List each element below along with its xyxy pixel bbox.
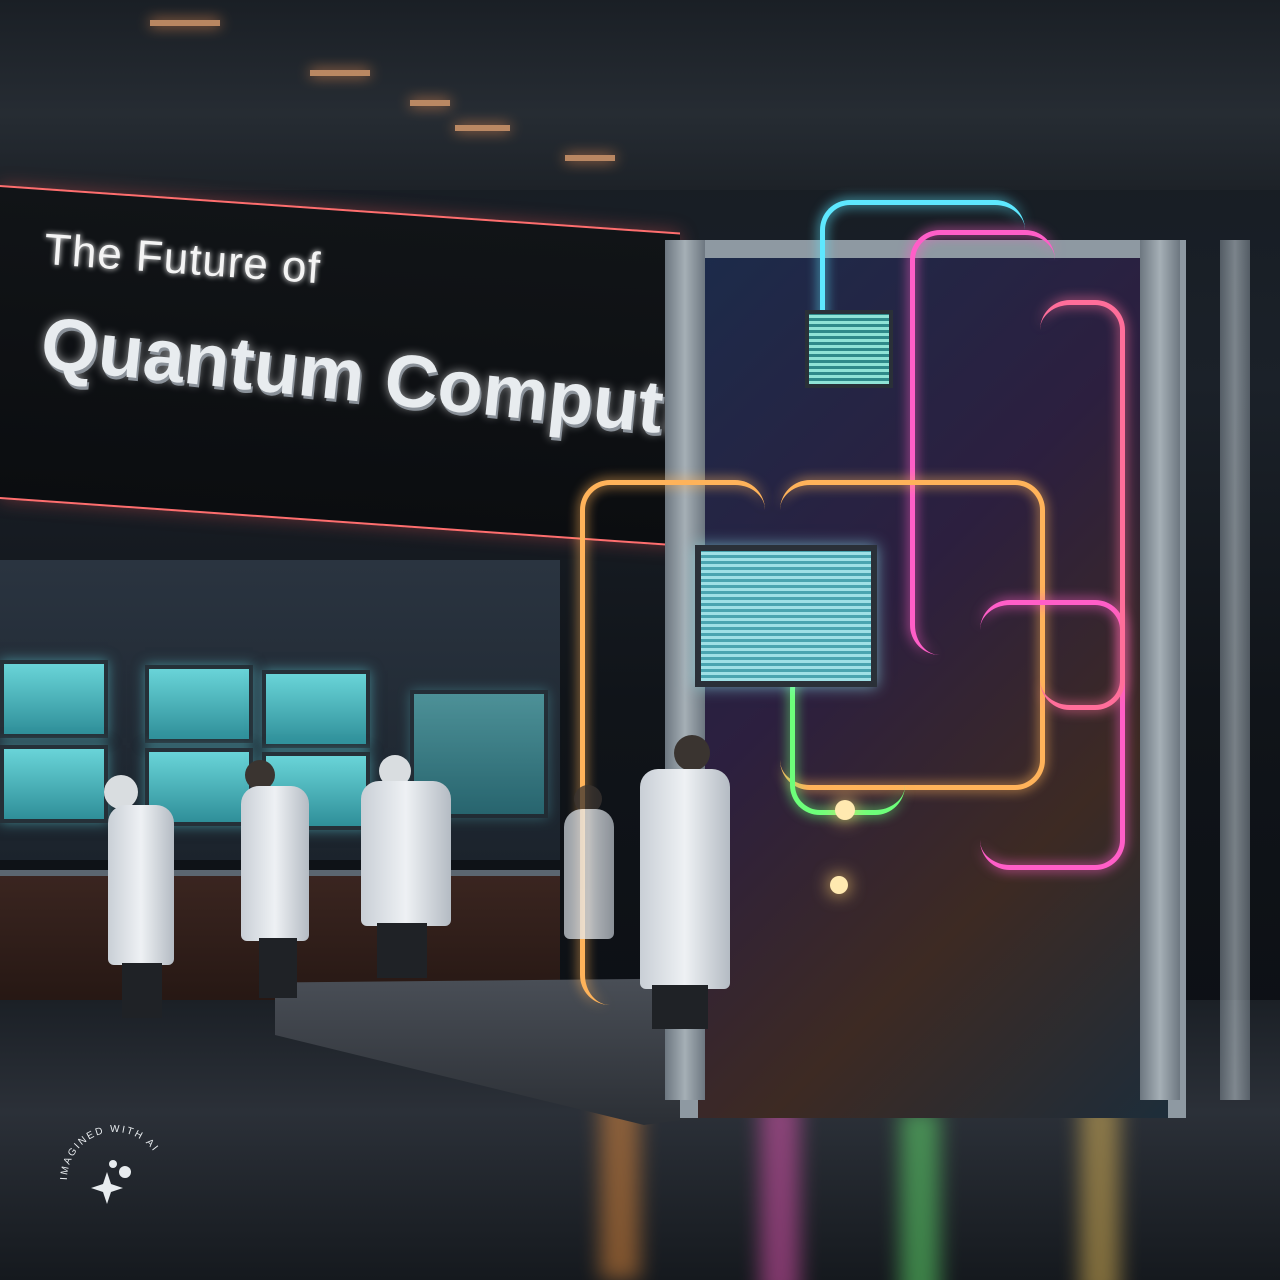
indicator-light [835, 800, 855, 820]
glowing-wire [980, 600, 1125, 870]
floor-reflection [1080, 1100, 1120, 1280]
badge-text: IMAGINED WITH AI [59, 1124, 161, 1180]
ceiling-light [150, 20, 220, 26]
indicator-light [830, 876, 848, 894]
ceiling-light [410, 100, 450, 106]
machine-pillar [1220, 240, 1250, 1100]
ceiling-light [455, 125, 510, 131]
lab-coat [564, 809, 614, 939]
scientist [100, 775, 180, 1025]
lab-window [262, 670, 370, 748]
lab-coat [361, 781, 451, 926]
scientist [235, 760, 315, 1010]
machine-display [805, 310, 893, 388]
ceiling-light [310, 70, 370, 76]
ceiling [0, 0, 1280, 190]
lab-window [145, 665, 253, 743]
glowing-wire [910, 230, 1055, 655]
sparkle-icon [91, 1160, 131, 1204]
lab-window [0, 745, 108, 823]
imagined-with-ai-badge: IMAGINED WITH AI [59, 1124, 161, 1204]
machine-pillar [1140, 240, 1180, 1100]
machine-monitor [695, 545, 877, 687]
lab-coat [640, 769, 730, 989]
lab-coat [108, 805, 174, 965]
floor-reflection [760, 1100, 800, 1280]
glowing-wire [580, 480, 765, 1005]
scientist-legs [652, 985, 708, 1029]
scientist-head [574, 785, 602, 813]
glowing-wire [780, 480, 1045, 790]
lab-window [0, 660, 108, 738]
scientist-legs [122, 963, 162, 1018]
scientist-head [674, 735, 710, 771]
scientist-legs [259, 938, 297, 998]
scientist [560, 785, 620, 965]
glowing-wire [820, 200, 1025, 365]
lab-coat [241, 786, 309, 941]
scientist-head [104, 775, 138, 809]
floor-reflection [900, 1110, 940, 1280]
scientist-head [245, 760, 275, 790]
glowing-wire [1040, 300, 1125, 710]
scientist [632, 735, 762, 1035]
scientist-legs [377, 923, 427, 978]
scientist [355, 755, 465, 985]
ceiling-light [565, 155, 615, 161]
